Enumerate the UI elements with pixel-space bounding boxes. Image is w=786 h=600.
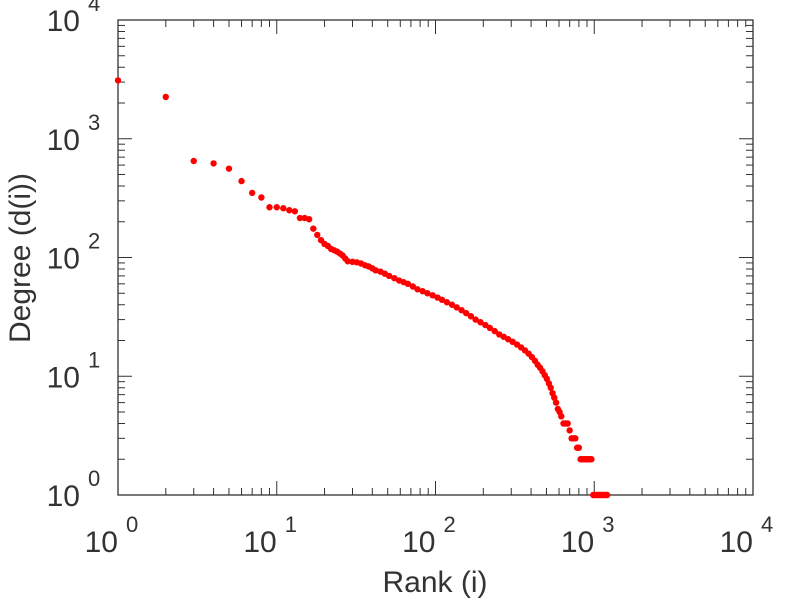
x-tick-label-exponent: 4 (761, 512, 773, 537)
data-point (588, 456, 595, 463)
data-point (467, 313, 475, 320)
data-point (391, 274, 398, 282)
data-point (314, 231, 321, 239)
data-point (453, 304, 460, 311)
data-point (438, 296, 446, 304)
y-tick-label-base: 10 (47, 361, 80, 394)
x-tick-label-base: 10 (85, 526, 118, 559)
data-point (414, 286, 421, 293)
y-tick-label: 10 3 (47, 110, 101, 157)
y-tick-label-exponent: 0 (88, 466, 100, 491)
y-tick-label: 10 1 (47, 347, 101, 394)
data-point (210, 160, 217, 167)
data-point (575, 444, 583, 451)
data-point (486, 324, 494, 332)
data-point (238, 177, 245, 185)
data-point (280, 205, 287, 212)
y-tick-label-exponent: 2 (88, 229, 100, 254)
data-point (603, 491, 611, 499)
x-tick-label-base: 10 (720, 526, 753, 559)
y-axis-title: Degree (d(i)) (4, 173, 37, 343)
data-point (443, 299, 451, 306)
plot-frame (117, 19, 754, 496)
x-axis-title: Rank (i) (382, 566, 487, 599)
data-point (266, 204, 273, 211)
data-point (258, 194, 265, 201)
x-tick-label-base: 10 (402, 526, 435, 559)
y-tick-label-base: 10 (47, 124, 80, 157)
data-point (564, 420, 571, 427)
x-tick-label: 10 2 (402, 512, 456, 559)
data-point (419, 288, 426, 295)
data-point (305, 216, 313, 223)
data-point (225, 165, 233, 172)
data-point (566, 427, 573, 434)
data-point (273, 204, 280, 211)
data-point (409, 283, 417, 290)
x-tick-label-base: 10 (561, 526, 594, 559)
data-point (552, 399, 560, 406)
y-tick-label-exponent: 1 (88, 347, 100, 372)
data-point (551, 394, 558, 401)
data-points (114, 77, 611, 499)
x-tick-label-exponent: 2 (444, 512, 456, 537)
y-tick-label: 10 2 (47, 229, 101, 276)
x-tick-label-exponent: 3 (602, 512, 614, 537)
data-point (190, 157, 197, 165)
data-point (344, 258, 351, 265)
data-point (291, 208, 299, 215)
x-tick-label: 10 1 (243, 512, 297, 559)
y-tick-label-base: 10 (47, 243, 80, 276)
data-point (462, 309, 470, 317)
y-tick-label: 10 0 (47, 466, 101, 513)
data-point (482, 321, 489, 329)
y-tick-label-exponent: 4 (88, 0, 100, 16)
x-tick-labels: 10 0 10 1 10 2 10 3 10 4 (85, 512, 774, 559)
y-tick-label-exponent: 3 (88, 110, 100, 135)
data-point (547, 384, 554, 391)
data-point (491, 327, 498, 335)
y-tick-labels: 10 0 10 1 10 2 10 3 10 4 (47, 0, 101, 513)
minor-ticks (118, 20, 753, 495)
x-tick-label-exponent: 1 (285, 512, 297, 537)
data-point (572, 435, 579, 442)
data-point (424, 290, 431, 297)
x-tick-label: 10 4 (720, 512, 774, 559)
data-point (429, 292, 436, 299)
data-point (310, 225, 317, 232)
data-point (477, 319, 484, 326)
y-tick-label: 10 4 (47, 0, 101, 38)
data-point (114, 77, 122, 84)
data-point (248, 189, 256, 197)
data-point (286, 207, 293, 214)
y-tick-label-base: 10 (47, 5, 80, 38)
data-point (296, 214, 304, 222)
y-tick-label-base: 10 (47, 480, 80, 513)
x-tick-label-exponent: 0 (126, 512, 138, 537)
data-point (162, 93, 169, 101)
data-point (404, 280, 412, 288)
x-tick-label-base: 10 (243, 526, 276, 559)
data-point (448, 301, 456, 308)
data-point (558, 413, 565, 420)
x-tick-label: 10 3 (561, 512, 615, 559)
data-point (385, 272, 393, 280)
data-point (458, 306, 465, 314)
x-tick-label: 10 0 (85, 512, 139, 559)
data-point (472, 316, 479, 323)
